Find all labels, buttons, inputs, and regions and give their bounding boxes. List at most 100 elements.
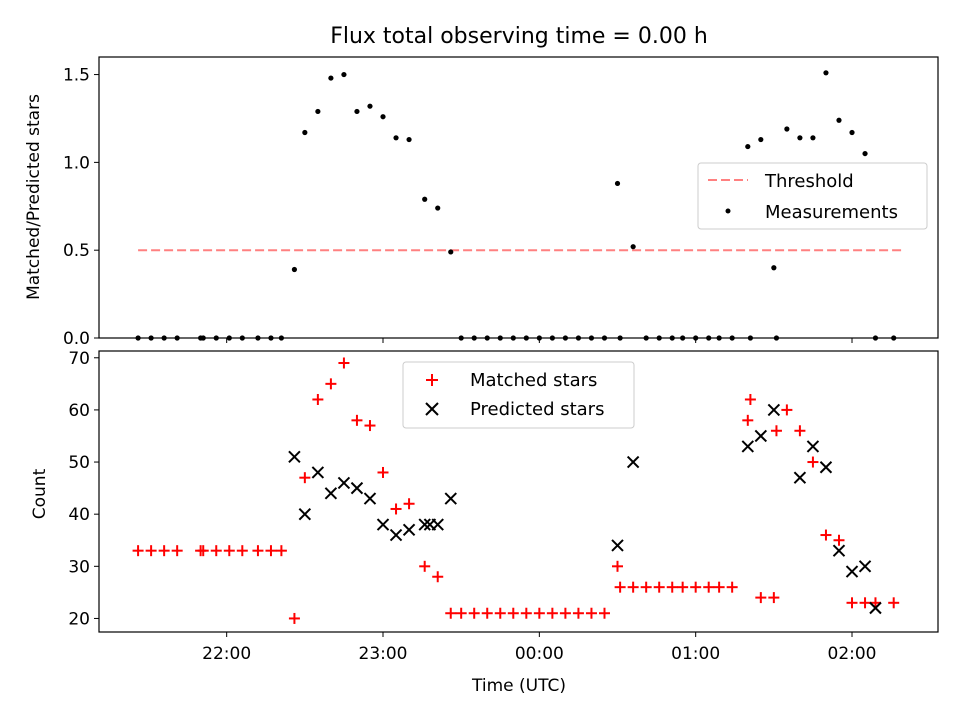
matched-star-point bbox=[794, 425, 806, 437]
predicted-star-point bbox=[806, 440, 820, 453]
bottom-y-axis-label: Count bbox=[30, 468, 50, 519]
matched-star-point bbox=[197, 545, 209, 557]
x-tick-label: 00:00 bbox=[515, 644, 564, 664]
matched-star-point bbox=[445, 607, 457, 619]
matched-star-point bbox=[432, 571, 444, 583]
predicted-star-point bbox=[444, 492, 457, 505]
top-axis-ticks: 0.0 0.5 1.0 1.5 bbox=[63, 66, 853, 349]
top-plot-frame bbox=[98, 56, 939, 339]
matched-star-point bbox=[338, 357, 350, 369]
predicted-star-point bbox=[869, 601, 882, 615]
top-y-tick-label: 1.0 bbox=[63, 153, 90, 173]
bottom-legend: Matched stars Predicted stars bbox=[402, 361, 635, 429]
matched-star-point bbox=[859, 597, 871, 609]
matched-star-point bbox=[351, 414, 363, 426]
matched-star-point bbox=[726, 581, 738, 593]
measurement-point bbox=[810, 135, 816, 141]
predicted-star-point bbox=[402, 523, 416, 537]
measurement-point bbox=[291, 266, 298, 273]
predicted-star-point bbox=[741, 440, 754, 453]
predicted-star-point bbox=[363, 492, 377, 505]
measurement-point bbox=[302, 129, 308, 136]
measurement-point bbox=[823, 70, 829, 76]
matched-star-point bbox=[888, 597, 900, 609]
predicted-star-point bbox=[288, 450, 301, 464]
predicted-star-point bbox=[793, 471, 807, 484]
matched-star-point bbox=[653, 581, 665, 593]
matched-star-point bbox=[869, 597, 881, 609]
predicted-star-point bbox=[819, 461, 833, 474]
matched-star-point bbox=[403, 498, 415, 510]
predicted-star-point bbox=[337, 476, 351, 490]
measurement-point bbox=[422, 196, 428, 202]
matched-stars-legend-label: Matched stars bbox=[470, 370, 597, 391]
matched-star-point bbox=[325, 378, 337, 390]
x-tick-label: 02:00 bbox=[828, 644, 877, 664]
measurement-point bbox=[836, 117, 842, 123]
matched-star-point bbox=[770, 425, 782, 437]
bottom-y-tick-label: 50 bbox=[68, 453, 90, 473]
matched-star-point bbox=[223, 545, 235, 557]
matched-star-point bbox=[807, 456, 819, 468]
matched-star-point bbox=[612, 560, 624, 572]
measurement-point bbox=[448, 249, 454, 255]
x-tick-label: 01:00 bbox=[671, 644, 720, 664]
matched-stars-legend-swatch bbox=[426, 374, 438, 386]
bottom-y-tick-label: 20 bbox=[68, 609, 90, 629]
matched-star-point bbox=[507, 607, 519, 619]
matched-star-point bbox=[768, 592, 780, 604]
predicted-star-point bbox=[858, 560, 872, 573]
matched-star-point bbox=[390, 503, 402, 515]
matched-star-point bbox=[210, 545, 222, 557]
predicted-stars-legend-swatch bbox=[425, 402, 439, 416]
measurement-point bbox=[862, 150, 868, 157]
measurements-legend-swatch bbox=[725, 208, 731, 214]
matched-star-point bbox=[846, 597, 858, 609]
measurement-points bbox=[135, 70, 902, 341]
matched-star-point bbox=[585, 607, 597, 619]
matched-star-point bbox=[833, 534, 845, 546]
matched-star-point bbox=[158, 545, 170, 557]
top-y-axis-label: Matched/Predicted stars bbox=[24, 94, 44, 300]
matched-star-point bbox=[713, 581, 725, 593]
top-y-tick-label: 0.0 bbox=[63, 329, 90, 349]
predicted-star-point bbox=[389, 528, 403, 542]
bottom-legend-box bbox=[402, 361, 635, 429]
matched-star-point bbox=[703, 581, 715, 593]
matched-star-point bbox=[546, 607, 558, 619]
matched-star-point bbox=[690, 581, 702, 593]
matched-star-point bbox=[252, 545, 264, 557]
matched-star-point bbox=[640, 581, 652, 593]
x-tick-label: 23:00 bbox=[359, 644, 408, 664]
matched-star-point bbox=[299, 472, 311, 484]
predicted-star-point bbox=[611, 539, 624, 552]
x-tick-label: 22:00 bbox=[202, 644, 251, 664]
bottom-y-tick-label: 70 bbox=[68, 349, 90, 369]
measurement-point bbox=[354, 108, 360, 115]
matched-star-point bbox=[171, 545, 183, 557]
predicted-star-point bbox=[311, 466, 325, 479]
matched-star-point bbox=[820, 529, 832, 541]
matched-star-point bbox=[455, 607, 467, 619]
figure-title: Flux total observing time = 0.00 h bbox=[330, 24, 708, 49]
matched-star-point bbox=[598, 607, 610, 619]
top-y-tick-label: 1.5 bbox=[63, 66, 90, 86]
measurement-point bbox=[341, 71, 347, 78]
measurement-point bbox=[380, 114, 386, 120]
predicted-star-point bbox=[376, 518, 390, 531]
predicted-star-point bbox=[298, 507, 312, 521]
matched-star-point bbox=[677, 581, 689, 593]
matched-star-point bbox=[132, 545, 144, 557]
predicted-star-point bbox=[845, 565, 859, 578]
matched-star-point bbox=[614, 581, 626, 593]
measurement-point bbox=[630, 244, 636, 250]
bottom-series-points bbox=[132, 357, 900, 624]
measurements-legend-label: Measurements bbox=[765, 202, 898, 223]
measurement-point bbox=[771, 265, 777, 271]
matched-star-point bbox=[742, 414, 754, 426]
bottom-axis-ticks: 20 30 40 50 60 70 22:00 23:00 00:00 01:00 02:00 bbox=[68, 349, 876, 664]
predicted-star-point bbox=[767, 403, 781, 417]
bottom-panel: 20 30 40 50 60 70 22:00 23:00 00:00 01:00 02:00 Co… bbox=[30, 349, 939, 696]
matched-star-point bbox=[288, 612, 300, 624]
